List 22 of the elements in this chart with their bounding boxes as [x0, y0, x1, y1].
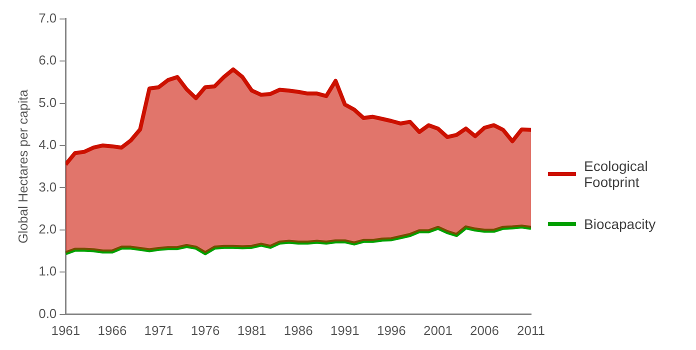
x-tick-label: 1981 — [237, 322, 266, 338]
y-tick-label: 1.0 — [38, 264, 57, 279]
y-tick-label: 5.0 — [38, 94, 57, 110]
x-tick-label: 1996 — [376, 322, 406, 338]
x-tick-label: 1966 — [98, 322, 127, 338]
x-tick-label: 1971 — [144, 322, 174, 338]
legend-label: Biocapacity — [584, 216, 657, 232]
x-tick-label: 1961 — [51, 322, 80, 338]
x-tick-label: 2006 — [470, 322, 499, 338]
y-tick-label: 7.0 — [38, 10, 57, 26]
x-tick-label: 2001 — [423, 322, 452, 338]
x-tick-label: 2011 — [517, 322, 546, 338]
x-tick-label: 1986 — [284, 322, 313, 338]
x-tick-label: 1991 — [330, 322, 360, 338]
legend-label: Ecological Footprint — [584, 158, 649, 190]
y-tick-label: 3.0 — [38, 179, 57, 194]
y-tick-label: 6.0 — [38, 52, 57, 68]
y-axis-title: Global Hectares per capita — [15, 88, 30, 244]
y-tick-label: 2.0 — [38, 222, 57, 237]
y-tick-label: 4.0 — [38, 137, 57, 152]
y-tick-label: 0.0 — [38, 306, 57, 321]
x-tick-label: 1976 — [190, 322, 220, 338]
